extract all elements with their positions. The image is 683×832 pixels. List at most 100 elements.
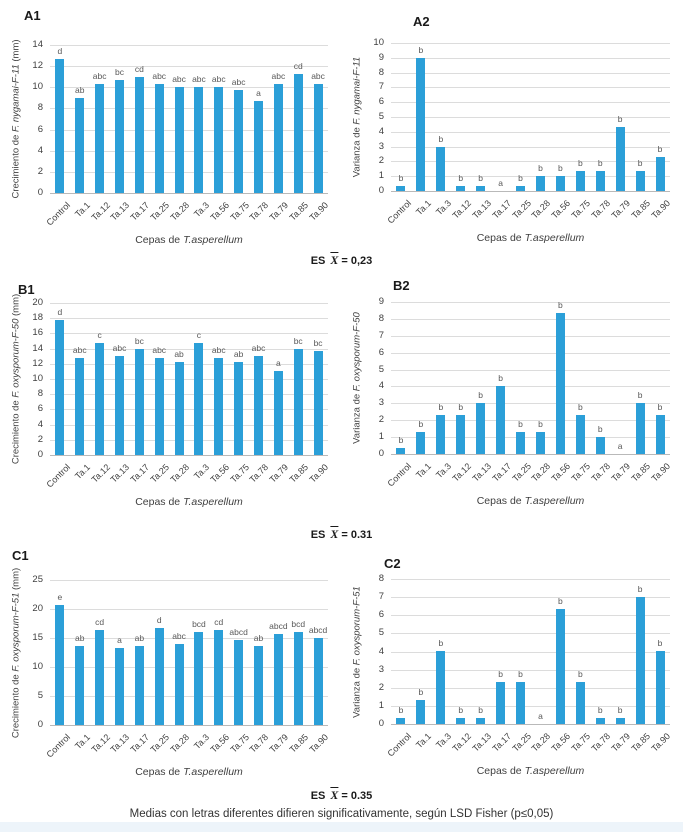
y-tick-label: 8 — [37, 388, 43, 400]
x-category-label: Ta.79 — [609, 198, 633, 221]
chart-panel-C2: C2 0 1 2 3 4 5 6 7 8 Varianza de F. oxysporum-F-51… — [341, 546, 683, 786]
y-tick-label: 10 — [373, 37, 384, 48]
significance-letter: b — [577, 402, 583, 412]
significance-letter: cd — [293, 61, 303, 71]
significance-letter: a — [617, 441, 623, 451]
row-A: A1 0 2 4 6 8 10 12 14 Crecimiento de F. nygamai-F… — [0, 0, 683, 250]
x-category-label: Ta.17 — [128, 732, 152, 755]
y-axis-title: Crecimiento de F. oxysporum-F-51 (mm) — [11, 567, 22, 737]
y-tick-label: 4 — [378, 380, 384, 392]
bar — [313, 84, 323, 193]
x-axis-title: Cepas de T.asperellum — [50, 234, 328, 246]
y-tick-label: 4 — [37, 144, 43, 156]
significance-letter: b — [597, 705, 603, 715]
bar — [456, 718, 466, 724]
bar — [134, 646, 144, 725]
bar — [174, 644, 184, 725]
x-category-label: Ta.28 — [168, 732, 192, 755]
bar — [95, 630, 105, 725]
significance-letter: cd — [134, 64, 144, 74]
y-tick-label: 10 — [32, 661, 43, 672]
x-category-label: Ta.25 — [509, 198, 533, 221]
bar — [555, 176, 565, 191]
gridline — [50, 424, 328, 426]
x-category-label: Ta.25 — [509, 461, 533, 484]
significance-letter: b — [518, 419, 523, 429]
x-category-label: Ta.79 — [267, 732, 291, 755]
bar — [75, 98, 85, 193]
y-tick-label: 18 — [32, 312, 43, 324]
significance-letter: b — [558, 163, 563, 173]
x-category-label: Ta.13 — [470, 731, 493, 754]
bar — [115, 80, 124, 193]
panel-label-A1: A1 — [24, 8, 41, 23]
significance-letter: b — [617, 705, 623, 715]
y-axis-title-part: Varianza de — [351, 124, 363, 178]
significance-letter: abc — [112, 343, 127, 353]
significance-letter: abcd — [269, 621, 288, 631]
bar — [154, 628, 164, 725]
x-category-label: Ta.3 — [433, 198, 453, 218]
significance-letter: b — [438, 402, 444, 412]
y-tick-label: 5 — [37, 690, 43, 701]
gridline — [50, 66, 328, 68]
bar — [535, 176, 545, 191]
significance-letter: abc — [231, 77, 246, 87]
gridline — [391, 597, 670, 599]
gridline — [391, 176, 670, 178]
gridline — [391, 420, 670, 422]
bar — [273, 634, 283, 725]
y-tick-label: 8 — [378, 573, 384, 584]
x-axis-line — [50, 193, 328, 194]
significance-letter: ab — [174, 349, 184, 359]
gridline — [50, 333, 328, 335]
significance-letter: b — [438, 638, 444, 648]
x-axis-title-part: T.asperellum — [183, 496, 243, 508]
x-category-label: Ta.12 — [89, 462, 112, 485]
bar — [396, 448, 406, 454]
y-axis-title-part: F. nygamai-F-11 — [10, 64, 22, 133]
y-axis-title-part: F. oxysporum-F-50 — [351, 312, 363, 392]
significance-letter: cd — [95, 617, 105, 627]
y-tick-label: 0 — [378, 718, 384, 729]
x-category-label: Ta.1 — [413, 461, 433, 481]
bar — [154, 358, 164, 455]
bar — [273, 84, 283, 193]
y-axis-title-part: (mm) — [10, 293, 22, 319]
x-category-label: Ta.56 — [549, 461, 573, 484]
gridline — [50, 580, 328, 581]
significance-letter: b — [597, 424, 603, 434]
x-category-label: Ta.28 — [529, 461, 553, 484]
x-axis-title-part: T.asperellum — [183, 766, 243, 778]
bar — [516, 432, 526, 454]
x-axis-line — [391, 454, 670, 455]
significance-letter: b — [637, 158, 643, 168]
chart-panel-A2: A2 0 1 2 3 4 5 6 7 8 9 10 Varianza de F. nygamai-F-1… — [341, 0, 683, 250]
bar — [234, 362, 244, 455]
significance-letter: e — [57, 592, 63, 602]
bar — [456, 415, 466, 454]
y-tick-label: 4 — [37, 418, 43, 430]
bar — [396, 186, 406, 191]
bar — [416, 700, 426, 724]
x-axis-line — [391, 191, 670, 192]
gridline — [391, 386, 670, 388]
x-category-label: Ta.3 — [433, 731, 453, 751]
significance-letter: abcd — [229, 627, 248, 637]
x-category-label: Ta.56 — [208, 200, 231, 223]
row-B: B1 0 2 4 6 8 10 12 14 16 18 20 Crecimiento de F. oxy… — [0, 272, 683, 524]
x-category-label: Ta.13 — [470, 461, 493, 484]
y-axis-title-part: Crecimiento de — [10, 397, 22, 465]
gridline — [391, 146, 670, 148]
bottom-strip — [0, 822, 683, 832]
x-axis-title-part: T.asperellum — [524, 495, 585, 507]
bar — [55, 59, 65, 193]
es-prefix: ES — [310, 790, 326, 802]
x-category-label: Control — [44, 200, 73, 228]
x-axis-line — [50, 455, 328, 456]
y-tick-label: 14 — [32, 39, 43, 50]
significance-letter: b — [657, 638, 663, 648]
y-tick-label: 0 — [378, 185, 384, 196]
gridline — [391, 117, 670, 118]
bar — [174, 87, 184, 193]
